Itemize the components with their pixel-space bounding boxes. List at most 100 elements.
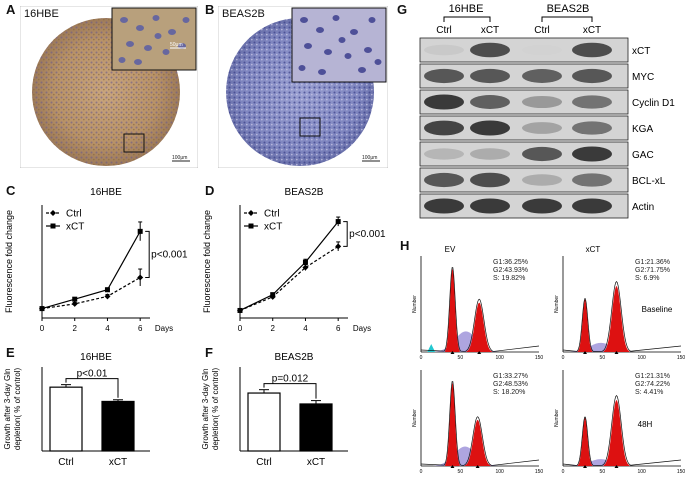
blot-band xyxy=(470,120,510,136)
blot-band xyxy=(470,198,510,214)
flow-y-label: Number xyxy=(554,409,560,427)
chart-d-legend-marker xyxy=(248,223,254,229)
blot-band xyxy=(522,174,562,186)
panel-label-g: G xyxy=(397,2,408,17)
flow-stat-text: G1:21.36% xyxy=(635,259,670,266)
blot-lane-label: Ctrl xyxy=(436,25,452,36)
flow-x-tick-label: 0 xyxy=(562,469,565,475)
chart-e-category-label: Ctrl xyxy=(58,457,74,468)
chart-c-legend-label: xCT xyxy=(66,222,84,233)
blot-row-label: GAC xyxy=(632,150,654,161)
chart-d-point xyxy=(335,219,341,225)
blot-row-label: Actin xyxy=(632,202,654,213)
chart-c-point xyxy=(72,296,78,302)
flow-stat-text: S: 6.9% xyxy=(635,275,660,282)
chart-c-x-label: Days xyxy=(155,324,173,333)
blot-band xyxy=(522,146,562,162)
flow-stat-text: G2:43.93% xyxy=(493,267,528,274)
flow-histogram-trace xyxy=(420,267,540,352)
ihc-image-beas2b: 100μm xyxy=(218,6,388,168)
blot-band xyxy=(424,172,464,188)
chart-c-legend-label: Ctrl xyxy=(66,209,82,220)
blot-row-label: BCL-xL xyxy=(632,176,666,187)
chart-d-legend-label: Ctrl xyxy=(264,209,280,220)
chart-c-point xyxy=(137,228,143,234)
flow-gate-marker xyxy=(475,465,480,468)
flow-x-tick-label: 50 xyxy=(600,355,606,361)
flow-x-tick-label: 100 xyxy=(495,469,504,475)
chart-f-sig-bracket xyxy=(263,383,317,399)
flow-gate-marker xyxy=(450,351,455,354)
bar-chart-16hbe: 16HBE Growth after 3-day Gln depletion( % … xyxy=(3,352,150,468)
blot-band xyxy=(572,121,612,135)
blot-band xyxy=(424,68,464,84)
flow-stat-text: S: 4.41% xyxy=(635,389,663,396)
chart-d-legend-label: xCT xyxy=(264,222,282,233)
flow-x-tick-label: 150 xyxy=(535,469,544,475)
flow-gate-marker xyxy=(450,465,455,468)
chart-e-y-label: depletion( % of control) xyxy=(13,368,22,451)
line-chart-16hbe: 0 2 4 6 Days Fluorescence fold change 16HBE Ctr… xyxy=(4,187,188,333)
flow-g1-peak xyxy=(444,269,460,352)
chart-c-series-line xyxy=(41,276,141,310)
blot-band xyxy=(572,95,612,109)
ihc-image-16hbe: 50μm 100μm xyxy=(20,6,198,168)
chart-f-category-label: xCT xyxy=(307,457,325,468)
chart-e-sig-bracket xyxy=(65,378,119,398)
chart-c-x-tick-label: 2 xyxy=(73,324,78,333)
chart-d-series-line xyxy=(239,245,339,312)
blot-row-label: Cyclin D1 xyxy=(632,98,675,109)
flow-x-tick-label: 100 xyxy=(637,469,646,475)
blot-band xyxy=(470,68,510,84)
blot-band xyxy=(470,42,510,58)
chart-d-x-tick-label: 0 xyxy=(238,324,243,333)
chart-d-point xyxy=(335,243,342,250)
chart-e-bar xyxy=(49,386,83,452)
flow-x-tick-label: 150 xyxy=(677,469,685,475)
flow-g1-peak xyxy=(577,299,593,352)
blot-band xyxy=(522,198,562,214)
panel-label-a: A xyxy=(6,2,16,17)
panel-label-e: E xyxy=(6,345,15,360)
flow-x-tick-label: 100 xyxy=(495,355,504,361)
flow-stat-text: G1:36.25% xyxy=(493,259,528,266)
panel-label-f: F xyxy=(205,345,213,360)
chart-c-point xyxy=(104,293,111,300)
flow-histogram-trace xyxy=(562,281,682,352)
chart-d-point xyxy=(270,292,276,298)
chart-f-title: BEAS2B xyxy=(275,352,314,363)
chart-e-bar xyxy=(101,400,135,452)
blot-lane-label: Ctrl xyxy=(534,25,550,36)
flow-s-phase xyxy=(432,446,499,466)
blot-band xyxy=(424,198,464,214)
chart-f-bar xyxy=(247,392,281,452)
blot-band xyxy=(572,68,612,84)
flow-x-tick-label: 50 xyxy=(600,469,606,475)
flow-histogram-trace xyxy=(562,395,682,466)
panel-label-b: B xyxy=(205,2,215,17)
blot-band xyxy=(424,44,464,56)
chart-f-y-label: Growth after 3-day Gln xyxy=(201,369,210,450)
blot-row-label: MYC xyxy=(632,72,654,83)
blot-lane-label: xCT xyxy=(481,25,499,36)
chart-c-point xyxy=(71,300,78,307)
blot-row-label: KGA xyxy=(632,124,653,135)
flow-g2-peak xyxy=(464,419,491,466)
flow-g2-peak xyxy=(603,286,630,352)
chart-c-legend-marker xyxy=(50,223,56,229)
western-blot: 16HBE BEAS2B Ctrl xCT Ctrl xCT xCT MYC Cyclin D1… xyxy=(419,3,675,219)
chart-c-x-tick-label: 6 xyxy=(138,324,143,333)
blot-lane-label: xCT xyxy=(583,25,601,36)
flow-gate-marker xyxy=(583,351,588,354)
blot-group-label: BEAS2B xyxy=(547,3,590,15)
chart-f-p-value: p=0.012 xyxy=(272,374,309,385)
chart-c-p-value: p<0.001 xyxy=(151,249,188,260)
blot-band xyxy=(424,94,464,110)
blot-band xyxy=(470,95,510,109)
chart-d-point xyxy=(302,264,309,271)
flow-g1-peak xyxy=(577,417,593,466)
flow-x-tick-label: 100 xyxy=(637,355,646,361)
flow-g2-peak xyxy=(603,400,630,466)
blot-row-label: xCT xyxy=(632,46,650,57)
